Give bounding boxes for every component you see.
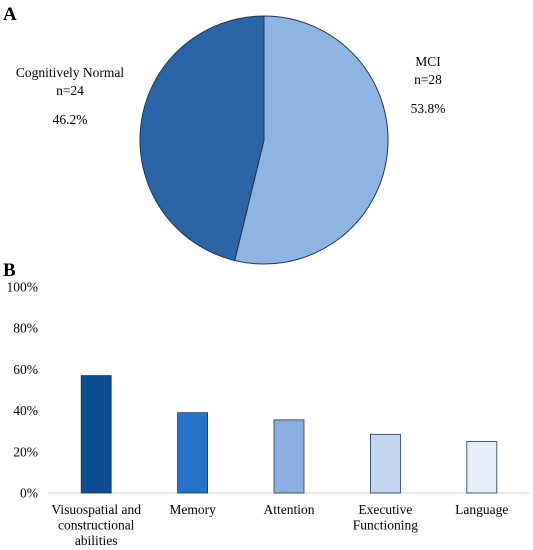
bar-2 [273, 419, 305, 494]
pie-label-percent-label-0: 53.8% [411, 101, 446, 116]
y-tick-label-0: 0% [20, 486, 38, 501]
pie-label-name-0: MCI [415, 54, 441, 69]
bar-0 [80, 375, 112, 494]
x-category-label-3: Executive Functioning [353, 502, 419, 533]
pie-label-name-1: Cognitively Normal [16, 65, 125, 80]
y-tick-label-1: 20% [13, 444, 38, 459]
x-category-label-0: Visuospatial and constructional abilities [51, 502, 141, 548]
pie-chart: MCI n=28 53.8% Cognitively Normal n=24 46.2% [16, 15, 446, 265]
pie-slice-0 [234, 15, 389, 265]
x-category-label-line: constructional [58, 518, 135, 533]
bar-chart: 0% 20% 40% 60% 80% 100% Visuospatial and constr… [7, 280, 530, 548]
y-tick-label-5: 100% [7, 280, 39, 295]
y-tick-label-4: 80% [13, 321, 38, 336]
y-tick-label-3: 60% [13, 362, 38, 377]
x-category-label-line: Executive [358, 502, 412, 517]
bar-3 [369, 433, 401, 494]
pie-slice-1 [139, 15, 265, 262]
x-category-label-line: Memory [169, 502, 216, 517]
x-category-label-4: Language [455, 502, 508, 517]
y-tick-label-2: 40% [13, 403, 38, 418]
x-category-label-1: Memory [169, 502, 216, 517]
x-category-label-line: Language [455, 502, 508, 517]
panel-a-label: A [3, 4, 17, 25]
pie-label-count-label-0: n=28 [414, 72, 442, 87]
bar-1 [177, 412, 209, 494]
bar-4 [466, 441, 498, 494]
x-category-label-line: abilities [75, 533, 118, 548]
x-category-label-line: Visuospatial and [51, 502, 141, 517]
x-category-label-2: Attention [264, 502, 315, 517]
pie-label-percent-label-1: 46.2% [53, 112, 88, 127]
pie-label-count-label-1: n=24 [56, 83, 84, 98]
panel-b-label: B [3, 260, 16, 281]
x-category-label-line: Attention [264, 502, 315, 517]
x-category-label-line: Functioning [353, 518, 419, 533]
